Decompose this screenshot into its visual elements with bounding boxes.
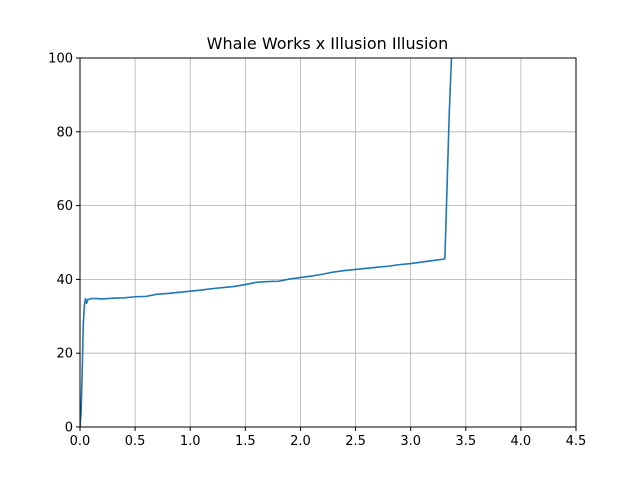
y-tick-label: 60 [56, 199, 73, 214]
series-line [80, 58, 453, 427]
x-tick-label: 4.0 [511, 434, 532, 449]
x-tick-label: 2.0 [290, 434, 311, 449]
axes-frame [79, 57, 577, 428]
x-tick-label: 0.0 [70, 434, 91, 449]
ticks: 0.0 0.5 1.0 1.5 2.0 2.5 3.0 3.5 4.0 4.5 0 20 40 60 80 1… [48, 52, 586, 450]
x-tick-label: 1.5 [235, 434, 256, 449]
chart-title: Whale Works x Illusion Illusion [207, 34, 449, 53]
y-tick-label: 0 [65, 421, 73, 436]
y-tick-label: 80 [56, 125, 73, 140]
x-tick-label: 0.5 [125, 434, 146, 449]
x-tick-label: 4.5 [566, 434, 587, 449]
x-tick-label: 1.0 [180, 434, 201, 449]
x-tick-label: 3.5 [455, 434, 476, 449]
y-tick-label: 100 [48, 52, 73, 67]
y-tick-label: 40 [56, 273, 73, 288]
x-tick-label: 3.0 [400, 434, 421, 449]
plot-area [80, 58, 453, 427]
y-tick-label: 20 [56, 347, 73, 362]
grid [79, 57, 577, 428]
x-tick-label: 2.5 [345, 434, 366, 449]
